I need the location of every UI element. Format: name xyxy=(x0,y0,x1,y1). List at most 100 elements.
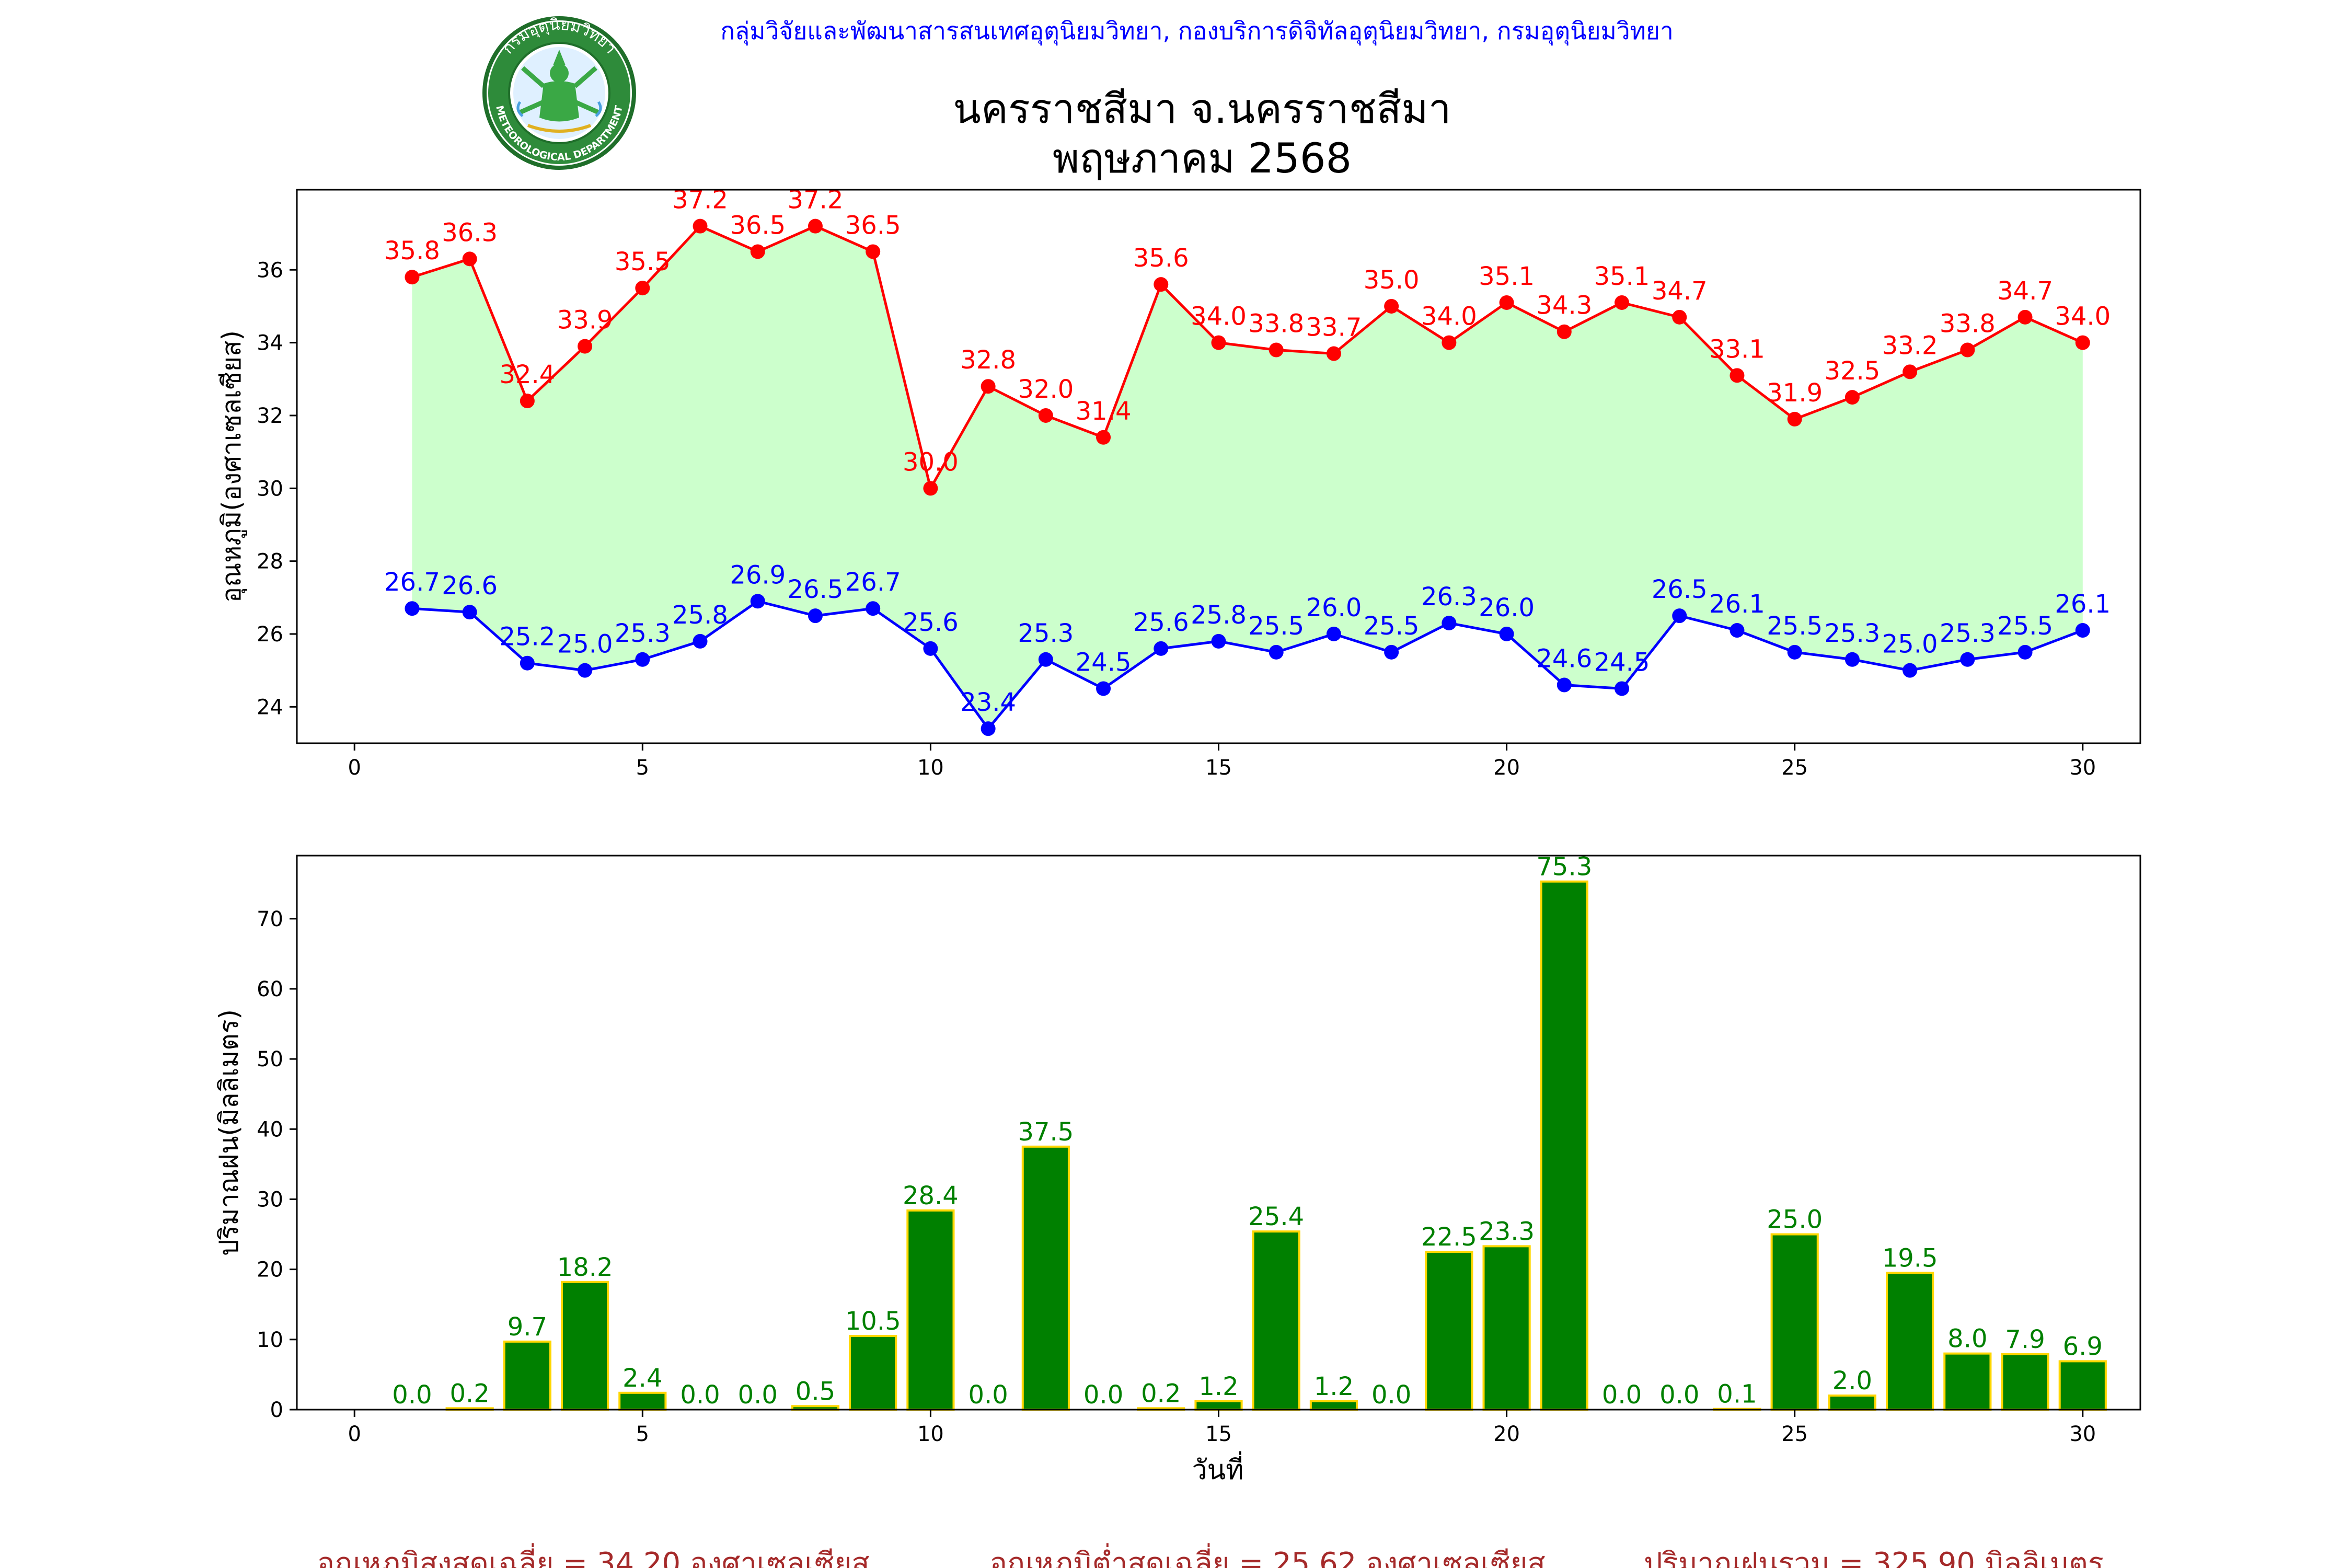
min-temp-label: 25.6 xyxy=(903,608,959,637)
max-temp-label: 33.7 xyxy=(1306,313,1362,342)
min-temp-point xyxy=(1844,652,1860,667)
min-temp-label: 26.5 xyxy=(1652,575,1708,604)
max-temp-point xyxy=(462,251,477,267)
y-tick-label: 36 xyxy=(257,258,283,282)
rain-label: 0.5 xyxy=(795,1377,835,1406)
rain-bar xyxy=(1828,1394,1876,1411)
max-temp-point xyxy=(1269,342,1284,358)
max-temp-point xyxy=(693,218,708,234)
max-temp-label: 35.6 xyxy=(1133,244,1189,273)
max-temp-label: 35.5 xyxy=(615,247,671,276)
min-temp-point xyxy=(1384,644,1399,660)
max-temp-point xyxy=(1557,324,1572,339)
x-tick-label: 5 xyxy=(636,756,649,780)
min-temp-point xyxy=(866,601,881,616)
rain-bar xyxy=(906,1209,955,1411)
max-temp-label: 34.0 xyxy=(2055,302,2111,331)
y-tick-label: 50 xyxy=(257,1047,283,1071)
min-temp-label: 26.3 xyxy=(1421,582,1477,612)
rain-label: 0.0 xyxy=(1659,1380,1699,1410)
max-temp-label: 34.0 xyxy=(1191,302,1247,331)
max-temp-label: 35.1 xyxy=(1594,262,1650,291)
min-temp-label: 26.0 xyxy=(1479,593,1535,622)
min-temp-label: 25.8 xyxy=(1191,601,1247,630)
min-temp-point xyxy=(1326,626,1341,641)
rain-label: 22.5 xyxy=(1421,1223,1477,1252)
min-temp-label: 25.3 xyxy=(1018,619,1074,648)
rain-plot-frame xyxy=(296,855,2141,1411)
temperature-chart: 35.836.332.433.935.537.236.537.236.530.0… xyxy=(216,186,2141,780)
x-tick-label: 20 xyxy=(1493,756,1520,780)
min-temp-label: 25.3 xyxy=(615,619,671,648)
max-temp-label: 34.7 xyxy=(1652,276,1708,306)
min-temp-label: 26.7 xyxy=(845,568,901,597)
min-temp-point xyxy=(750,594,765,609)
min-temp-label: 25.2 xyxy=(499,622,555,652)
temperature-range-fill xyxy=(412,226,2083,729)
max-temp-label: 36.5 xyxy=(730,211,786,240)
rain-label: 0.1 xyxy=(1717,1380,1757,1409)
max-temp-label: 35.0 xyxy=(1364,266,1420,295)
max-temp-label: 35.1 xyxy=(1479,262,1535,291)
max-temp-point xyxy=(578,339,593,354)
max-temp-label: 33.9 xyxy=(557,306,613,335)
rain-bar xyxy=(1770,1233,1819,1411)
min-temp-point xyxy=(1960,652,1975,667)
max-temp-point xyxy=(923,481,938,496)
max-temp-point xyxy=(1038,408,1053,423)
min-temp-line xyxy=(412,599,2083,731)
rain-bar xyxy=(849,1335,897,1411)
min-temp-label: 25.0 xyxy=(1882,630,1938,659)
min-temp-point xyxy=(1615,681,1630,696)
rain-bar xyxy=(503,1340,551,1411)
rain-label: 0.0 xyxy=(680,1380,720,1410)
max-temp-point xyxy=(808,218,823,234)
rain-label: 7.9 xyxy=(2005,1325,2045,1354)
max-temp-point xyxy=(1096,430,1111,445)
rain-label: 25.4 xyxy=(1248,1202,1304,1231)
rain-bars xyxy=(445,880,2107,1411)
min-temp-label: 26.7 xyxy=(384,568,440,597)
x-tick-label: 30 xyxy=(2069,756,2096,780)
y-tick-label: 10 xyxy=(257,1328,283,1352)
max-temp-label: 34.3 xyxy=(1536,291,1592,320)
y-tick-label: 20 xyxy=(257,1258,283,1282)
min-temp-point xyxy=(2075,623,2090,638)
min-temp-label: 24.5 xyxy=(1594,648,1650,677)
x-tick-label: 0 xyxy=(348,756,361,780)
chart-title-line2: พฤษภาคม 2568 xyxy=(1053,135,1352,182)
rain-x-axis-ticks: 0 5 10 15 20 25 30 xyxy=(348,1410,2096,1446)
max-temp-label: 31.4 xyxy=(1076,397,1132,426)
rain-bar xyxy=(561,1281,609,1411)
y-tick-label: 0 xyxy=(270,1398,283,1422)
max-temp-point xyxy=(981,379,996,394)
min-temp-label: 26.9 xyxy=(730,560,786,590)
rain-label: 0.0 xyxy=(1602,1380,1642,1410)
min-temp-label: 25.3 xyxy=(1940,619,1996,648)
meteorological-department-logo: กรมอุตุนิยมวิทยา METEOROLOGICAL DEPARTME… xyxy=(482,16,636,170)
min-temp-point xyxy=(1154,641,1169,656)
rain-bar xyxy=(1482,1245,1531,1411)
x-tick-label: 10 xyxy=(917,756,944,780)
max-temp-label: 32.0 xyxy=(1018,375,1074,404)
x-tick-label: 15 xyxy=(1205,756,1232,780)
rain-bar xyxy=(1540,880,1588,1411)
min-temp-point xyxy=(1038,652,1053,667)
rain-label: 0.2 xyxy=(449,1379,489,1408)
min-temp-point xyxy=(1269,644,1284,660)
rain-label: 0.0 xyxy=(1371,1380,1411,1410)
rain-label: 0.2 xyxy=(1141,1379,1181,1408)
x-tick-label: 25 xyxy=(1781,756,1808,780)
y-tick-label: 70 xyxy=(257,907,283,931)
min-temp-label: 25.5 xyxy=(1767,612,1823,641)
rain-label: 0.0 xyxy=(392,1380,432,1410)
rain-data-labels: 0.0 0.2 9.7 18.2 2.4 0.0 0.0 0.5 10.5 28.4 0.0 37.5… xyxy=(392,852,2103,1410)
min-temp-data-labels: 26.7 26.625.2 25.0 25.325.826.9 26.5 26.725.6… xyxy=(384,560,2111,717)
rain-label: 8.0 xyxy=(1947,1324,1987,1354)
rain-label: 9.7 xyxy=(508,1312,547,1342)
rain-label: 28.4 xyxy=(903,1181,959,1210)
rain-bar xyxy=(2001,1353,2049,1411)
min-temp-label: 25.5 xyxy=(1248,612,1304,641)
rain-bar xyxy=(1021,1145,1070,1411)
